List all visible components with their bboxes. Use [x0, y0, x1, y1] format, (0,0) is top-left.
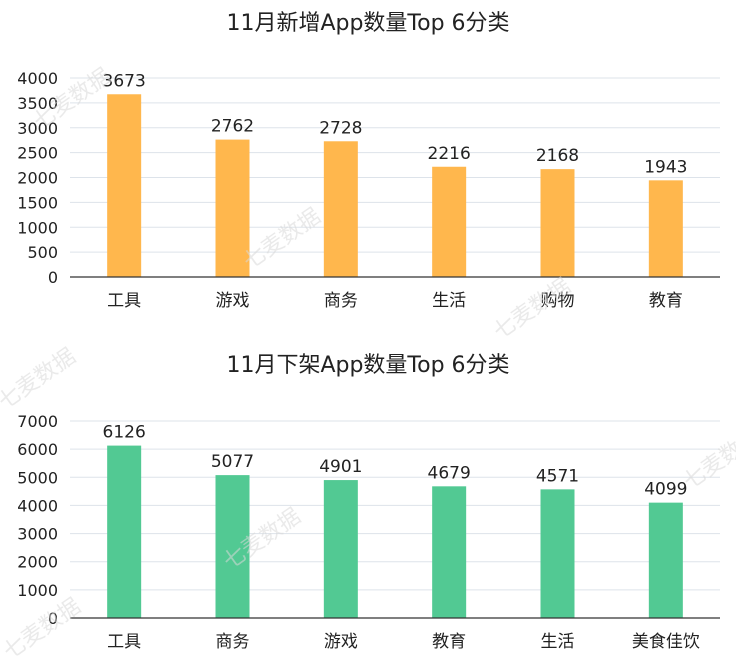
y-tick-label: 1500: [17, 193, 58, 212]
y-tick-label: 3000: [17, 525, 58, 544]
y-tick-label: 0: [48, 609, 58, 628]
y-tick-label: 3500: [17, 94, 58, 113]
y-tick-label: 7000: [17, 412, 58, 431]
y-tick-label: 4000: [17, 69, 58, 88]
data-label: 2168: [536, 146, 579, 166]
chart-title: 11月下架App数量Top 6分类: [226, 353, 509, 378]
data-label: 3673: [103, 71, 146, 91]
watermark: 七麦数据: [239, 204, 325, 275]
bar: [215, 139, 250, 277]
y-tick-label: 2500: [17, 144, 58, 163]
bar: [215, 475, 250, 618]
bar: [540, 169, 575, 277]
y-tick-label: 1000: [17, 581, 58, 600]
watermark: 七麦数据: [0, 594, 86, 663]
y-tick-label: 6000: [17, 440, 58, 459]
y-tick-label: 4000: [17, 496, 58, 515]
x-tick-label: 生活: [432, 291, 466, 311]
x-tick-label: 商务: [324, 291, 358, 311]
x-tick-label: 工具: [107, 291, 141, 311]
data-label: 2728: [319, 118, 362, 138]
data-label: 1943: [644, 157, 687, 177]
data-label: 6126: [103, 423, 146, 443]
watermark: 七麦数据: [0, 344, 81, 415]
bar: [432, 486, 467, 618]
data-label: 4901: [319, 457, 362, 477]
watermark: 七麦数据: [679, 424, 736, 495]
y-tick-label: 2000: [17, 553, 58, 572]
x-tick-label: 游戏: [324, 632, 358, 652]
bar: [323, 480, 358, 618]
data-label: 2216: [428, 144, 471, 164]
chart-title: 11月新增App数量Top 6分类: [226, 11, 509, 36]
data-label: 4099: [644, 480, 687, 500]
y-tick-label: 1000: [17, 218, 58, 237]
x-tick-label: 购物: [541, 291, 575, 311]
x-tick-label: 生活: [541, 632, 575, 652]
x-tick-label: 教育: [432, 632, 466, 652]
bar: [648, 180, 683, 277]
data-label: 5077: [211, 452, 254, 472]
bar: [540, 489, 575, 618]
x-tick-label: 游戏: [216, 291, 250, 311]
x-tick-label: 工具: [107, 632, 141, 652]
bar: [107, 94, 142, 277]
bar: [648, 502, 683, 618]
data-label: 4571: [536, 466, 579, 486]
y-tick-label: 0: [48, 268, 58, 287]
x-tick-label: 美食佳饮: [632, 632, 700, 652]
x-tick-label: 教育: [649, 291, 683, 311]
bar: [323, 141, 358, 277]
bar: [432, 166, 467, 277]
y-tick-label: 2000: [17, 169, 58, 188]
y-tick-label: 500: [27, 243, 58, 262]
x-tick-label: 商务: [216, 632, 250, 652]
data-label: 4679: [428, 463, 471, 483]
data-label: 2762: [211, 117, 254, 137]
bar: [107, 445, 142, 618]
y-tick-label: 5000: [17, 468, 58, 487]
y-tick-label: 3000: [17, 119, 58, 138]
